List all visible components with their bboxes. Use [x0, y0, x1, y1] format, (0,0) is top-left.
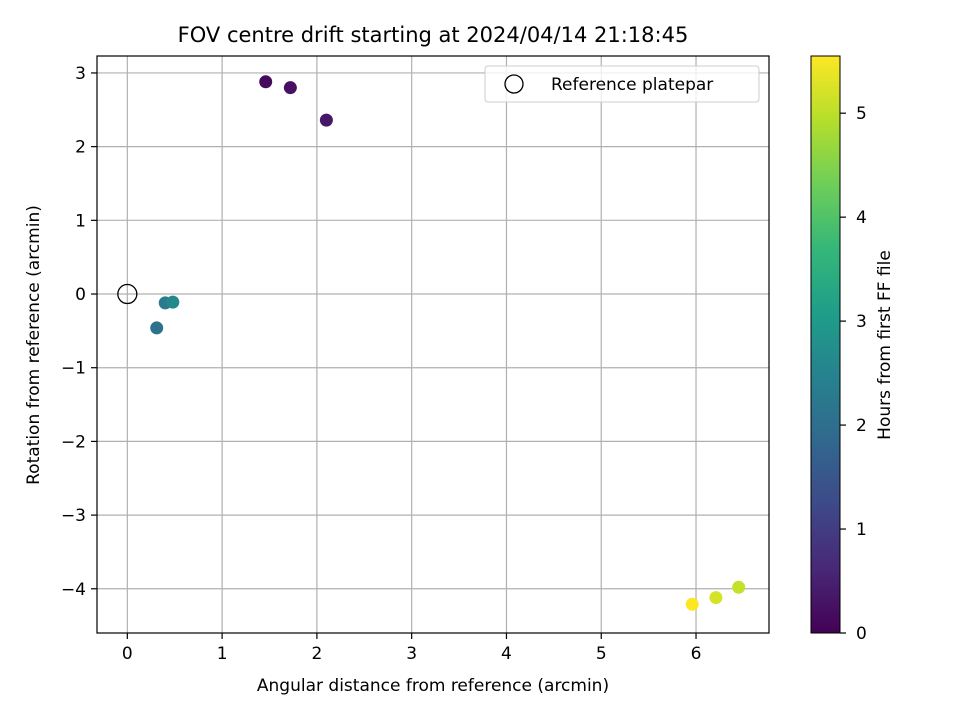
x-axis-ticks: 0 1 2 3 4 5 6	[122, 633, 702, 664]
y-tick-label: 3	[75, 64, 86, 84]
data-point	[709, 591, 723, 605]
plot-frame	[96, 55, 770, 634]
y-tick-label: −3	[61, 506, 86, 526]
x-tick-label: 6	[691, 644, 702, 664]
colorbar-tick-label: 0	[856, 624, 867, 644]
colorbar-frame	[810, 55, 841, 634]
y-tick-label: −1	[61, 359, 86, 379]
data-point	[732, 580, 746, 594]
x-tick-label: 3	[406, 644, 417, 664]
colorbar-tick-label: 3	[856, 312, 867, 332]
x-tick-label: 0	[122, 644, 133, 664]
y-tick-label: −2	[61, 432, 86, 452]
colorbar-tick-label: 2	[856, 416, 867, 436]
data-point	[166, 295, 180, 309]
x-tick-label: 2	[311, 644, 322, 664]
chart-title: FOV centre drift starting at 2024/04/14 …	[178, 23, 689, 47]
reference-platepar-marker	[117, 283, 138, 305]
data-point	[259, 75, 273, 89]
x-tick-label: 4	[501, 644, 512, 664]
legend-entry-reference: Reference platepar	[551, 75, 713, 95]
data-point	[319, 113, 333, 127]
colorbar-ticks: 0 1 2 3 4 5	[840, 104, 867, 644]
legend-box	[484, 65, 760, 103]
reference-marker-layer	[117, 283, 138, 305]
colorbar: 0 1 2 3 4 5 Hours from first FF file	[810, 55, 895, 644]
y-tick-label: −4	[61, 580, 86, 600]
colorbar-tick-label: 1	[856, 520, 867, 540]
data-point	[685, 597, 699, 611]
legend-reference-marker	[504, 74, 524, 94]
colorbar-tick-label: 4	[856, 208, 867, 228]
data-points	[150, 75, 746, 611]
colorbar-label: Hours from first FF file	[875, 250, 895, 440]
y-axis-ticks: 3 2 1 0 −1 −2 −3 −4	[61, 64, 97, 600]
colorbar-gradient	[811, 56, 840, 633]
data-point	[283, 81, 297, 95]
y-tick-label: 1	[75, 211, 86, 231]
x-tick-label: 5	[596, 644, 607, 664]
legend: Reference platepar	[484, 65, 760, 103]
y-axis-label: Rotation from reference (arcmin)	[24, 205, 44, 485]
x-tick-label: 1	[217, 644, 228, 664]
colorbar-tick-label: 5	[856, 104, 867, 124]
y-tick-label: 0	[75, 285, 86, 305]
data-point	[150, 321, 164, 335]
x-axis-label: Angular distance from reference (arcmin)	[257, 676, 609, 696]
y-tick-label: 2	[75, 138, 86, 158]
grid-lines	[97, 56, 769, 633]
